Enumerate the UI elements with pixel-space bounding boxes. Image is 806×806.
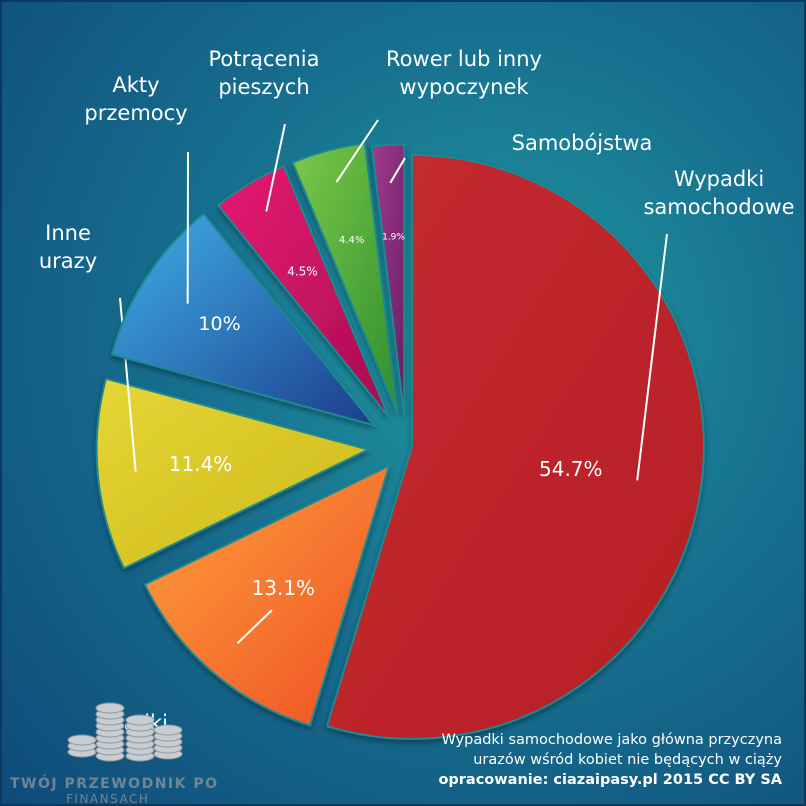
callout-line xyxy=(236,609,273,645)
coin-stack-icon xyxy=(67,702,183,762)
slice-category-label: Inne urazy xyxy=(39,221,97,273)
slice-value-label: 13.1% xyxy=(252,576,316,600)
slice-category-label: Akty przemocy xyxy=(84,73,187,125)
caption-line-1: Wypadki samochodowe jako główna przyczyn… xyxy=(441,732,782,748)
credit-line: opracowanie: ciazaipasy.pl 2015 CC BY SA xyxy=(438,772,782,788)
slice-category-label: Samobójstwa xyxy=(512,131,653,155)
pie-slice xyxy=(110,212,377,428)
pie-slice xyxy=(325,153,705,740)
slice-category-label: Potrącenia pieszych xyxy=(209,47,320,99)
callout-line xyxy=(389,157,406,184)
callout-line xyxy=(335,119,379,183)
watermark-line-2: FINANSACH xyxy=(66,792,150,806)
pie-slice xyxy=(216,164,390,418)
slice-value-label: 1.9% xyxy=(382,233,405,243)
slice-value-label: 4.5% xyxy=(287,265,318,279)
pie-slice xyxy=(370,143,406,417)
pie-slice xyxy=(143,463,391,727)
slice-category-label: Rower lub inny wypoczynek xyxy=(386,47,542,99)
pie-slice xyxy=(291,142,399,414)
callout-line xyxy=(636,233,668,481)
pie-slice xyxy=(95,377,372,570)
slice-value-label: 11.4% xyxy=(169,452,233,476)
slice-value-label: 4.4% xyxy=(339,235,364,246)
slice-value-label: 54.7% xyxy=(539,457,603,481)
watermark: TWÓJ PRZEWODNIK PO FINANSACH xyxy=(6,694,266,806)
callout-line xyxy=(265,123,286,212)
watermark-line-1: TWÓJ PRZEWODNIK PO xyxy=(10,776,219,792)
slice-value-label: 10% xyxy=(198,313,240,335)
slice-category-label: Wypadki samochodowe xyxy=(643,167,794,219)
caption-line-2: urazów wśród kobiet nie będących w ciąży xyxy=(473,752,782,768)
chart-caption: Wypadki samochodowe jako główna przyczyn… xyxy=(342,730,782,790)
